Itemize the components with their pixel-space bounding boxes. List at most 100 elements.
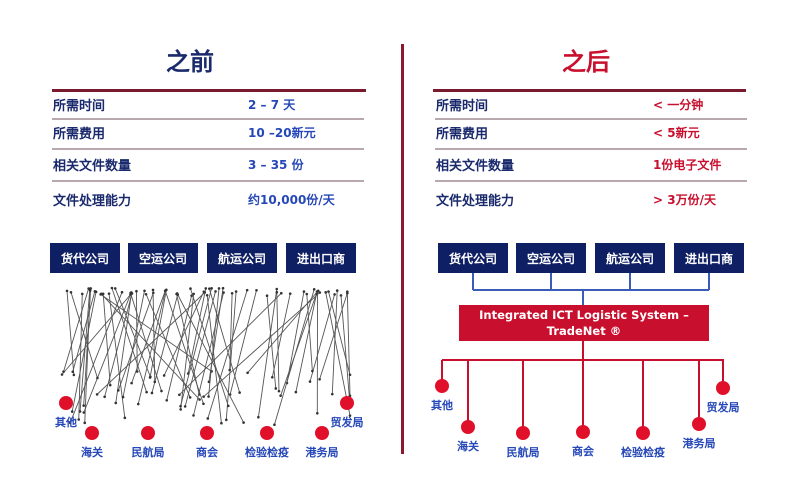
tangled-line	[193, 292, 225, 416]
agency-label: 商会	[572, 445, 594, 458]
line-end	[324, 291, 328, 294]
row-label: 所需时间	[436, 99, 489, 114]
tangled-line	[100, 293, 200, 400]
line-end	[189, 287, 192, 290]
agency-label: 其他	[431, 399, 453, 412]
tangled-line	[276, 292, 280, 392]
tangled-line	[70, 292, 98, 379]
line-end	[275, 287, 279, 291]
line-end	[318, 291, 322, 294]
tangled-line	[346, 291, 351, 396]
line-end	[151, 291, 155, 295]
line-end	[275, 290, 279, 294]
agency-label: 贸发局	[706, 401, 740, 414]
tangled-line	[78, 293, 83, 420]
tangled-line	[135, 291, 138, 372]
line-end	[312, 288, 316, 291]
divider	[401, 44, 404, 454]
line-end	[107, 292, 111, 295]
line-end	[93, 289, 97, 293]
tangled-line	[180, 293, 195, 410]
agency-label: 港务局	[305, 446, 339, 459]
line-end	[162, 374, 166, 377]
tangled-line	[102, 293, 111, 386]
row-separator	[435, 118, 747, 120]
line-end	[224, 418, 228, 422]
tangled-line	[184, 291, 216, 407]
line-end	[316, 412, 319, 415]
line-end	[207, 395, 210, 398]
line-end	[151, 288, 155, 292]
row-value: > 3万份/天	[653, 193, 716, 207]
line-end	[222, 291, 225, 294]
line-end	[99, 292, 103, 296]
tangled-line	[273, 289, 315, 425]
tangled-line	[203, 292, 321, 397]
agency-dot	[516, 426, 530, 440]
line-end	[135, 370, 139, 373]
tangled-line	[319, 293, 348, 380]
row-value: 10 –20新元	[248, 126, 316, 140]
tangled-line	[114, 288, 151, 377]
tangled-line	[66, 290, 75, 375]
party-box-after: 货代公司	[438, 243, 508, 273]
line-end	[123, 416, 127, 420]
line-end	[101, 292, 105, 296]
line-end	[273, 423, 276, 427]
line-end	[228, 368, 232, 372]
row-value: < 一分钟	[653, 98, 704, 112]
line-end	[72, 373, 76, 377]
line-end	[77, 418, 81, 421]
line-end	[96, 376, 99, 380]
line-end	[335, 289, 339, 292]
line-end	[271, 375, 274, 379]
tangled-line	[225, 291, 237, 420]
line-end	[188, 396, 192, 399]
tangled-line	[247, 290, 319, 374]
agency-label: 其他	[55, 416, 77, 429]
line-end	[113, 287, 117, 290]
tangled-line	[207, 290, 248, 419]
tangled-line	[295, 291, 318, 393]
line-end	[327, 290, 330, 293]
line-end	[82, 404, 85, 407]
tangled-line	[190, 288, 229, 407]
before-title: 之前	[166, 48, 214, 76]
agency-label: 海关	[81, 446, 103, 459]
line-end	[95, 393, 99, 396]
line-end	[179, 408, 182, 411]
tangled-line	[84, 290, 91, 423]
line-end	[220, 421, 223, 425]
row-label: 所需费用	[436, 127, 489, 142]
agency-dot	[200, 426, 214, 440]
line-end	[226, 404, 230, 408]
tangled-line	[180, 288, 213, 407]
tangled-line	[229, 290, 257, 395]
tangled-line	[271, 293, 291, 378]
line-end	[80, 292, 84, 296]
line-end	[274, 387, 278, 390]
party-box-after: 空运公司	[516, 243, 586, 273]
system-line-2: TradeNet ®	[546, 324, 622, 338]
row-value: 3 – 35 份	[248, 158, 304, 172]
line-end	[110, 286, 114, 290]
line-end	[330, 392, 334, 396]
line-end	[62, 370, 65, 373]
tangled-line	[331, 290, 338, 395]
tangled-line	[340, 295, 351, 406]
party-box-after: 航运公司	[595, 243, 665, 273]
line-end	[221, 286, 225, 290]
line-end	[245, 288, 249, 292]
line-end	[255, 288, 258, 292]
tangled-line	[257, 288, 278, 418]
line-end	[114, 401, 118, 405]
line-end	[214, 290, 217, 293]
line-end	[316, 289, 320, 293]
tangled-line	[151, 294, 179, 394]
line-end	[121, 395, 125, 399]
agency-label: 商会	[196, 446, 218, 459]
line-end	[60, 373, 64, 376]
agency-dot	[59, 396, 73, 410]
line-end	[68, 421, 72, 425]
row-label: 文件处理能力	[53, 194, 132, 209]
